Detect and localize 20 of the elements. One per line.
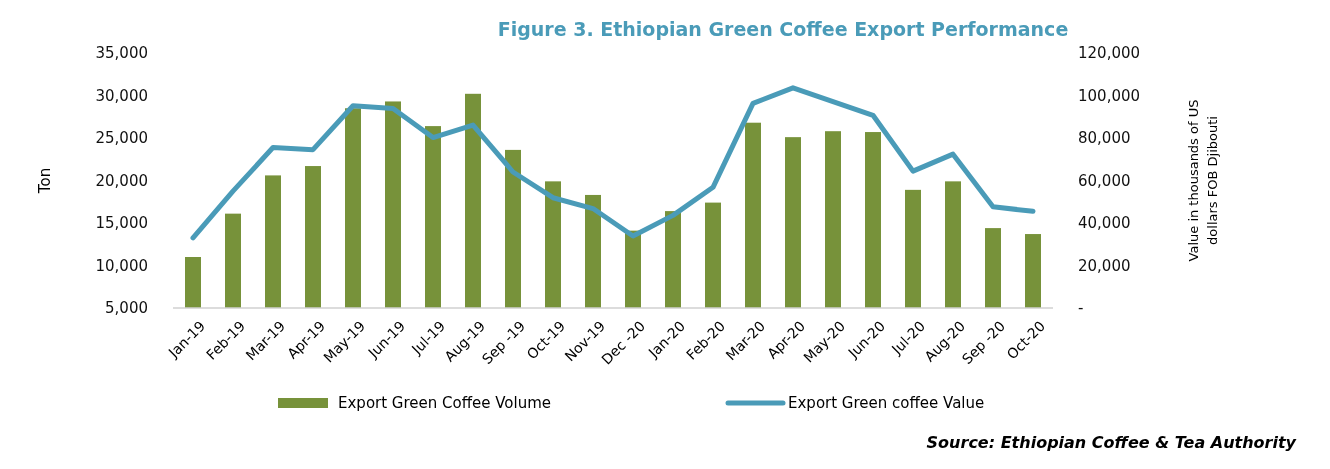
y2-axis-title: Value in thousands of US dollars FOB Djibouti xyxy=(1186,99,1220,262)
y-tick-label: 35,000 xyxy=(95,44,148,62)
y2-tick-label: - xyxy=(1078,299,1084,317)
y2-tick-label: 100,000 xyxy=(1078,86,1141,105)
source-note: Source: Ethiopian Coffee & Tea Authority xyxy=(926,433,1297,452)
legend-label: Export Green coffee Value xyxy=(788,394,985,412)
legend-label: Export Green Coffee Volume xyxy=(338,394,552,412)
y-tick-label: 30,000 xyxy=(95,86,148,105)
y2-tick-label: 40,000 xyxy=(1078,214,1131,232)
y-tick-label: 15,000 xyxy=(95,214,148,232)
y-tick-label: 10,000 xyxy=(95,256,148,275)
y-axis-title: Ton xyxy=(36,167,54,195)
y2-tick-label: 20,000 xyxy=(1078,256,1131,275)
y2-tick-label: 120,000 xyxy=(1078,44,1141,62)
chart-title: Figure 3. Ethiopian Green Coffee Export Performance xyxy=(497,18,1069,40)
y-tick-label: 5,000 xyxy=(105,299,148,317)
y2-tick-label: 60,000 xyxy=(1078,171,1131,190)
y-tick-label: 25,000 xyxy=(95,129,148,147)
y2-tick-label: 80,000 xyxy=(1078,129,1131,147)
y-tick-label: 20,000 xyxy=(95,171,148,190)
